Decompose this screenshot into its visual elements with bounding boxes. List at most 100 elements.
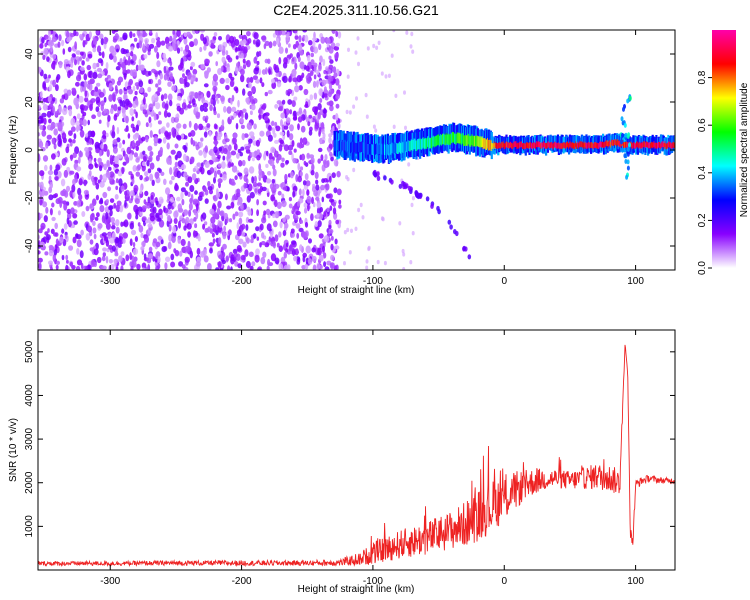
noise-mark — [289, 204, 293, 209]
noise-mark — [54, 249, 57, 255]
noise-mark — [187, 104, 192, 108]
noise-mark — [81, 60, 85, 66]
noise-mark — [267, 59, 270, 65]
noise-mark — [133, 248, 138, 255]
noise-mark — [200, 105, 204, 112]
noise-mark — [148, 79, 151, 84]
noise-mark — [73, 152, 77, 158]
noise-mark — [382, 217, 385, 221]
noise-mark — [119, 142, 122, 148]
noise-mark — [280, 132, 285, 136]
noise-mark — [164, 74, 168, 81]
noise-mark — [102, 247, 107, 251]
noise-mark — [178, 203, 182, 211]
noise-mark — [161, 94, 164, 101]
noise-mark — [129, 108, 134, 116]
noise-mark — [92, 47, 96, 52]
noise-mark — [156, 242, 161, 248]
noise-mark — [320, 207, 323, 213]
noise-mark — [76, 266, 80, 272]
noise-mark — [304, 208, 307, 214]
noise-mark — [100, 174, 103, 180]
noise-mark — [211, 43, 215, 48]
noise-mark — [214, 123, 217, 129]
noise-mark — [218, 254, 223, 259]
noise-mark — [198, 95, 201, 102]
noise-mark — [167, 194, 170, 202]
noise-mark — [280, 163, 284, 168]
noise-mark — [329, 152, 333, 157]
noise-mark — [193, 217, 196, 222]
noise-mark — [352, 168, 355, 172]
noise-mark — [255, 255, 260, 263]
noise-mark — [375, 46, 378, 50]
noise-mark — [170, 73, 173, 79]
noise-mark — [74, 133, 77, 139]
noise-mark — [110, 155, 113, 163]
noise-mark — [117, 127, 120, 134]
noise-mark — [195, 28, 198, 34]
noise-mark — [338, 84, 341, 89]
noise-mark — [344, 230, 347, 234]
noise-mark — [120, 58, 123, 64]
noise-mark — [223, 148, 227, 154]
noise-mark — [68, 47, 72, 52]
noise-mark — [171, 127, 175, 134]
noise-mark — [170, 254, 174, 261]
noise-mark — [237, 245, 242, 252]
noise-mark — [292, 100, 296, 107]
noise-mark — [106, 199, 109, 204]
noise-mark — [316, 213, 319, 218]
noise-mark — [319, 255, 324, 261]
noise-mark — [94, 234, 97, 240]
noise-mark — [253, 57, 257, 64]
noise-mark — [352, 105, 355, 109]
noise-mark — [290, 171, 294, 178]
noise-mark — [349, 250, 352, 254]
noise-mark — [162, 53, 166, 59]
noise-mark — [178, 64, 183, 70]
noise-mark — [164, 103, 168, 110]
noise-mark — [63, 203, 67, 211]
noise-mark — [246, 31, 251, 36]
noise-mark — [381, 71, 384, 75]
noise-mark — [99, 120, 102, 124]
noise-mark — [282, 76, 287, 83]
noise-mark — [278, 191, 282, 196]
noise-mark — [193, 168, 196, 172]
noise-mark — [129, 31, 132, 38]
noise-mark — [113, 203, 116, 209]
noise-mark — [174, 218, 178, 224]
noise-mark — [217, 170, 221, 175]
noise-mark — [205, 145, 208, 153]
noise-mark — [242, 39, 246, 45]
noise-mark — [262, 187, 267, 191]
noise-mark — [133, 134, 138, 140]
noise-mark — [49, 182, 53, 189]
noise-mark — [256, 155, 260, 161]
noise-mark — [40, 51, 44, 55]
noise-mark — [103, 252, 106, 256]
noise-mark — [45, 142, 48, 149]
noise-mark — [65, 255, 68, 260]
noise-mark — [225, 78, 230, 84]
noise-mark — [147, 87, 151, 92]
noise-mark — [320, 37, 325, 44]
noise-mark — [204, 70, 209, 75]
noise-mark — [118, 106, 122, 110]
noise-mark — [55, 111, 58, 117]
noise-mark — [240, 203, 244, 209]
noise-mark — [234, 175, 237, 180]
noise-mark — [249, 166, 254, 173]
noise-mark — [225, 85, 230, 90]
noise-mark — [333, 207, 336, 214]
noise-mark — [286, 37, 290, 41]
noise-mark — [78, 194, 82, 201]
noise-mark — [188, 176, 193, 183]
noise-mark — [84, 180, 87, 187]
noise-mark — [307, 121, 310, 126]
noise-mark — [96, 195, 99, 201]
noise-mark — [222, 174, 227, 181]
noise-mark — [110, 108, 114, 114]
noise-mark — [236, 189, 240, 195]
